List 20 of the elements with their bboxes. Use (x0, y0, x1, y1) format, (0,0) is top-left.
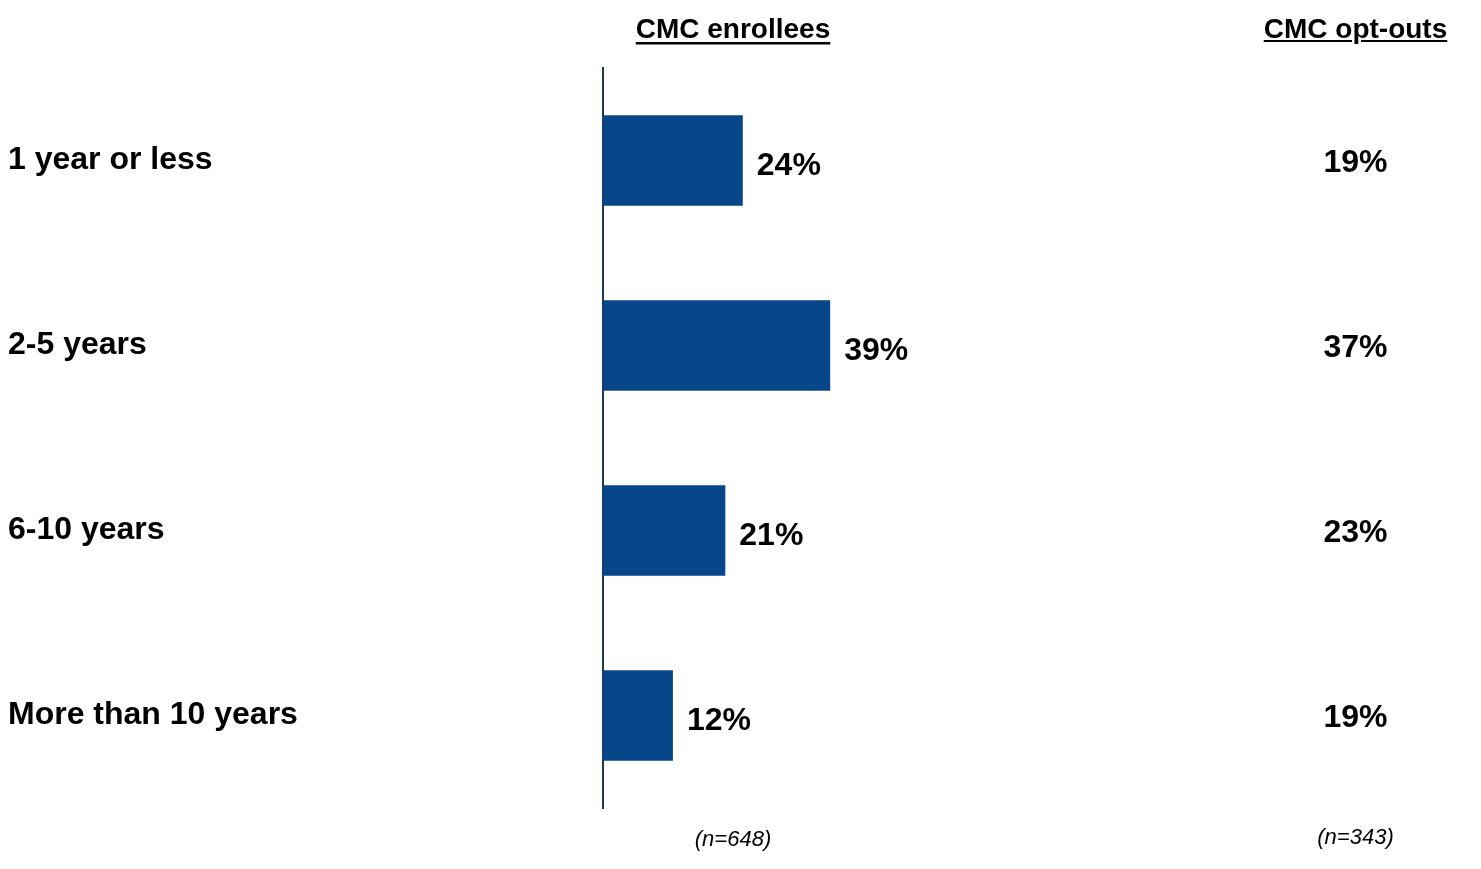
data-label: 21% (739, 516, 804, 553)
data-label: 39% (844, 331, 909, 368)
text: (n=343) (1316, 823, 1395, 851)
y-tick-label: 6-10 years (8, 510, 165, 547)
y-tick-label: 2-5 years (8, 325, 147, 362)
text: 19% (1323, 697, 1388, 734)
y-tick-label: 1 year or less (8, 140, 213, 177)
data-label: 12% (686, 701, 751, 738)
text: 23% (1323, 512, 1388, 549)
bar (603, 300, 831, 391)
text: 37% (1323, 327, 1388, 364)
text: 19% (1323, 142, 1388, 179)
text: CMC enrollees (635, 13, 831, 44)
text: (n=648) (694, 826, 772, 851)
bar (603, 485, 726, 576)
bar (603, 670, 673, 761)
data-label: 24% (756, 146, 821, 183)
y-tick-label: More than 10 years (8, 695, 298, 732)
bar (603, 115, 743, 206)
text: CMC opt-outs (1263, 13, 1448, 44)
